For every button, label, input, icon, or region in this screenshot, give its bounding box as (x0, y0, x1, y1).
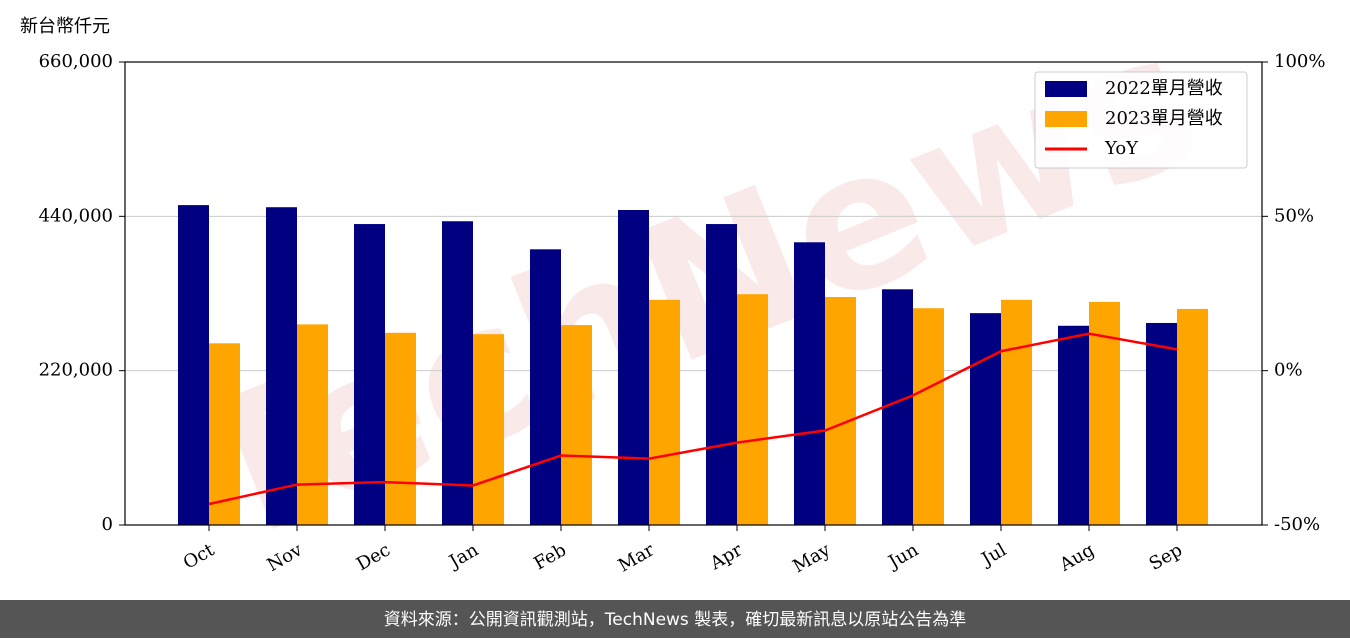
y-tick-label: 220,000 (39, 360, 113, 381)
y2-tick-label: 0% (1274, 360, 1303, 381)
x-tick-label: May (789, 539, 834, 577)
bar (209, 343, 240, 525)
bar (385, 332, 416, 525)
footer-band (0, 600, 1350, 638)
legend-label: 2023單月營收 (1105, 108, 1223, 129)
x-tick-label: Sep (1146, 539, 1186, 574)
x-tick-label: Aug (1055, 539, 1098, 576)
bar (1177, 308, 1208, 525)
y-tick-label: 660,000 (39, 51, 113, 72)
y-tick-label: 440,000 (39, 205, 113, 226)
x-tick-label: Jan (444, 539, 482, 573)
x-tick-label: Jun (883, 539, 922, 574)
y2-tick-label: 100% (1274, 51, 1325, 72)
legend-swatch (1045, 111, 1087, 127)
x-tick-label: Dec (353, 539, 394, 575)
legend-label: 2022單月營收 (1105, 78, 1223, 99)
footer: 資料來源：公開資訊觀測站，TechNews 製表，確切最新訊息以原站公告為準 (384, 610, 966, 630)
y-axis-label: 新台幣仟元 (20, 16, 110, 37)
bar (882, 289, 913, 525)
bar (706, 224, 737, 526)
x-tick-label: Oct (180, 539, 219, 574)
y2-tick-label: 50% (1274, 205, 1314, 226)
bar (297, 324, 328, 525)
x-tick-label: Apr (706, 539, 746, 574)
x-tick-label: Jul (976, 539, 1010, 571)
bar (1001, 299, 1032, 525)
bar (649, 299, 680, 525)
bar (266, 207, 297, 526)
bar (794, 242, 825, 525)
yoy-line (208, 332, 1178, 506)
bar (825, 297, 856, 525)
bar (1146, 322, 1177, 525)
legend-label: YoY (1104, 138, 1139, 159)
bar (737, 294, 768, 525)
y2-tick-label: -50% (1274, 514, 1320, 535)
bar (354, 224, 385, 526)
bar (473, 334, 504, 525)
bar (561, 325, 592, 525)
plot-frame (124, 61, 1263, 526)
bar (178, 205, 209, 526)
bar (970, 313, 1001, 525)
bar (442, 221, 473, 525)
bar (530, 249, 561, 525)
legend-box (1034, 71, 1248, 169)
legend-swatch (1045, 81, 1087, 97)
x-tick-label: Mar (615, 539, 659, 576)
y-tick-label: 0 (102, 514, 113, 535)
bar (1058, 325, 1089, 525)
x-tick-label: Feb (530, 539, 570, 574)
bar (618, 210, 649, 525)
bar (913, 308, 944, 525)
